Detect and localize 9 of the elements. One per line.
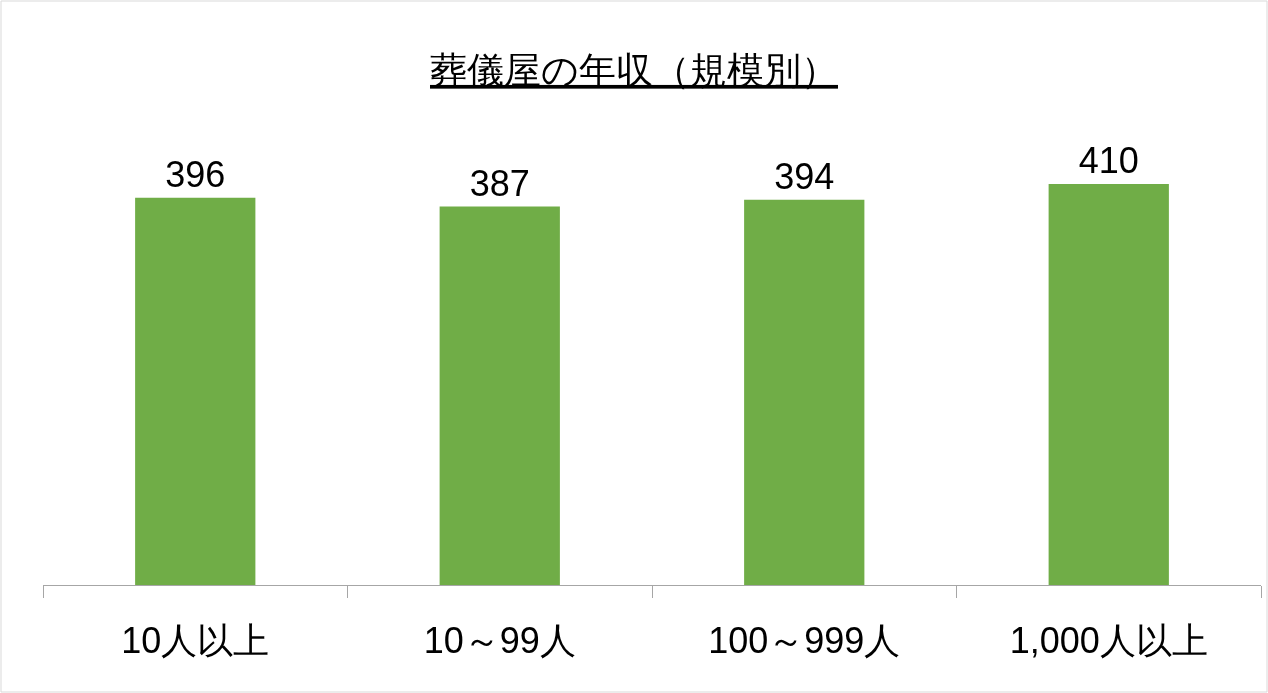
data-label: 394 [774, 155, 835, 197]
x-tick-label: 1,000人以上 [1009, 620, 1208, 662]
data-label: 396 [165, 153, 226, 195]
x-tick-label: 100～999人 [708, 620, 901, 662]
x-tick-label: 10人以上 [121, 620, 270, 662]
data-label: 387 [469, 162, 530, 204]
x-tick-label: 10～99人 [423, 620, 576, 662]
chart-title: 葬儀屋の年収（規模別） [430, 49, 838, 91]
data-label: 410 [1078, 140, 1139, 182]
